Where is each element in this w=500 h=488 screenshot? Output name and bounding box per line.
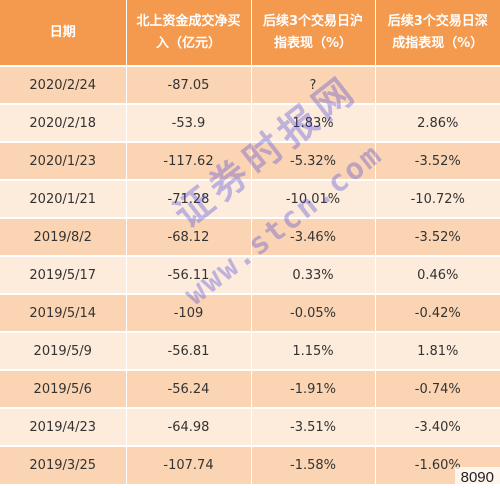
header-sh-index: 后续3个交易日沪指表现（%）: [251, 0, 376, 66]
cell-net-buy: -56.81: [126, 331, 252, 370]
cell-date: 2020/2/24: [0, 65, 127, 104]
cell-sh-index: -5.32%: [251, 141, 376, 180]
table-row: 2020/2/24 -87.05 ?: [0, 65, 500, 104]
table-row: 2020/1/21 -71.28 -10.01% -10.72%: [0, 179, 500, 218]
cell-sh-index: 0.33%: [251, 255, 376, 294]
cell-net-buy: -87.05: [126, 65, 252, 104]
cell-sz-index: -10.72%: [375, 179, 500, 218]
cell-date: 2019/3/25: [0, 445, 127, 484]
cell-date: 2019/5/6: [0, 369, 127, 408]
cell-net-buy: -107.74: [126, 445, 252, 484]
cell-sz-index: [375, 65, 500, 104]
cell-net-buy: -56.11: [126, 255, 252, 294]
cell-sz-index: -0.42%: [375, 293, 500, 332]
table-row: 2019/5/14 -109 -0.05% -0.42%: [0, 293, 500, 332]
cell-net-buy: -53.9: [126, 103, 252, 142]
header-row: 日期 北上资金成交净买入（亿元） 后续3个交易日沪指表现（%） 后续3个交易日深…: [0, 0, 500, 66]
cell-net-buy: -117.62: [126, 141, 252, 180]
cell-sh-index: -1.91%: [251, 369, 376, 408]
header-sz-index: 后续3个交易日深成指表现（%）: [375, 0, 500, 66]
cell-sz-index: -3.40%: [375, 407, 500, 446]
corner-watermark: 8090: [454, 467, 500, 488]
table-row: 2019/3/25 -107.74 -1.58% -1.60%: [0, 445, 500, 484]
table-row: 2019/4/23 -64.98 -3.51% -3.40%: [0, 407, 500, 446]
cell-sz-index: 0.46%: [375, 255, 500, 294]
table-row: 2019/5/17 -56.11 0.33% 0.46%: [0, 255, 500, 294]
table-row: 2019/8/2 -68.12 -3.46% -3.52%: [0, 217, 500, 256]
table-row: 2019/5/6 -56.24 -1.91% -0.74%: [0, 369, 500, 408]
header-date: 日期: [0, 0, 127, 66]
cell-net-buy: -71.28: [126, 179, 252, 218]
table-row: 2020/2/18 -53.9 1.83% 2.86%: [0, 103, 500, 142]
header-net-buy: 北上资金成交净买入（亿元）: [126, 0, 252, 66]
cell-sz-index: -3.52%: [375, 217, 500, 256]
cell-sz-index: 2.86%: [375, 103, 500, 142]
cell-date: 2019/5/17: [0, 255, 127, 294]
cell-date: 2019/8/2: [0, 217, 127, 256]
cell-net-buy: -56.24: [126, 369, 252, 408]
cell-date: 2019/5/9: [0, 331, 127, 370]
cell-sh-index: -10.01%: [251, 179, 376, 218]
cell-date: 2020/1/23: [0, 141, 127, 180]
cell-sz-index: -3.52%: [375, 141, 500, 180]
cell-sh-index: 1.83%: [251, 103, 376, 142]
table-row: 2020/1/23 -117.62 -5.32% -3.52%: [0, 141, 500, 180]
cell-sh-index: -3.46%: [251, 217, 376, 256]
cell-net-buy: -109: [126, 293, 252, 332]
cell-sh-index: 1.15%: [251, 331, 376, 370]
cell-sh-index: ?: [251, 65, 376, 104]
cell-date: 2019/4/23: [0, 407, 127, 446]
cell-net-buy: -68.12: [126, 217, 252, 256]
cell-sh-index: -0.05%: [251, 293, 376, 332]
cell-net-buy: -64.98: [126, 407, 252, 446]
cell-sh-index: -3.51%: [251, 407, 376, 446]
cell-date: 2020/2/18: [0, 103, 127, 142]
table-row: 2019/5/9 -56.81 1.15% 1.81%: [0, 331, 500, 370]
cell-sz-index: 1.81%: [375, 331, 500, 370]
cell-sz-index: -0.74%: [375, 369, 500, 408]
cell-date: 2020/1/21: [0, 179, 127, 218]
cell-date: 2019/5/14: [0, 293, 127, 332]
cell-sh-index: -1.58%: [251, 445, 376, 484]
